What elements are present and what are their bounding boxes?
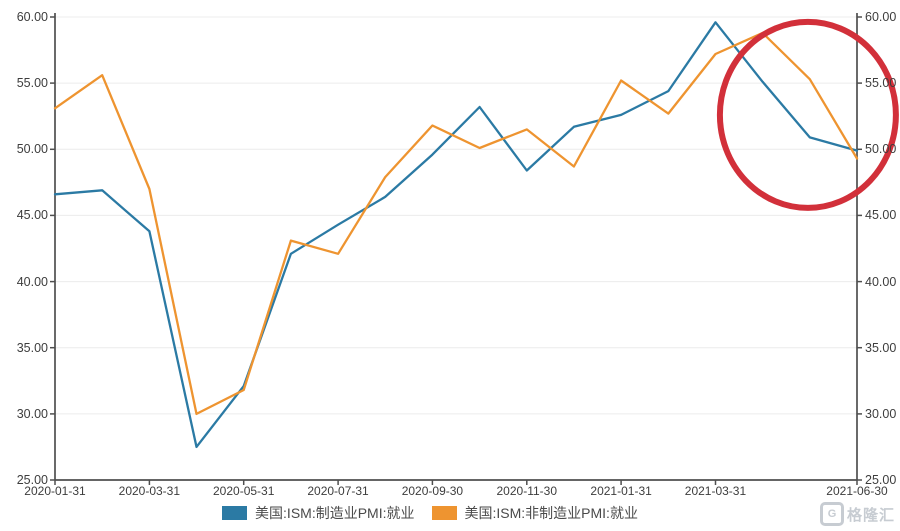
y-axis-tick-label-right: 45.00 (865, 208, 897, 223)
watermark-text: 格隆汇 (846, 506, 895, 524)
series-line-1 (53, 31, 859, 416)
watermark-gelonghui: G 格隆汇 (819, 502, 895, 526)
x-axis-tick-label: 2020-07-31 (307, 484, 369, 498)
y-axis-tick-label-right: 50.00 (865, 142, 897, 157)
series-line-0 (53, 21, 859, 449)
y-axis-tick-label-left: 55.00 (16, 76, 48, 91)
legend-swatch-non-manufacturing-icon (431, 506, 457, 520)
x-axis-tick-label: 2020-01-31 (24, 484, 86, 498)
y-axis-tick-label-right: 35.00 (865, 340, 897, 355)
y-axis-tick-label-right: 30.00 (865, 406, 897, 421)
y-axis-tick-label-left: 60.00 (16, 10, 48, 24)
y-axis-tick-label-left: 25.00 (16, 473, 48, 487)
x-axis-tick-label: 2020-05-31 (213, 484, 275, 498)
x-axis-tick-label: 2021-01-31 (590, 484, 652, 498)
x-axis-tick-label: 2021-06-30 (826, 484, 888, 498)
legend-label-non-manufacturing: 美国:ISM:非制造业PMI:就业 (464, 505, 638, 521)
legend-swatch-manufacturing-icon (222, 506, 248, 520)
x-axis-tick-label: 2020-09-30 (401, 484, 464, 498)
y-axis-tick-label-left: 30.00 (16, 406, 48, 421)
y-axis-tick-label-right: 55.00 (865, 76, 897, 91)
y-axis-tick-label-right: 40.00 (865, 274, 897, 289)
annotation-circle (716, 18, 899, 211)
legend-item-manufacturing: 美国:ISM:制造业PMI:就业 (222, 503, 415, 523)
y-axis-tick-label-left: 45.00 (16, 208, 48, 223)
y-axis-tick-label-left: 50.00 (16, 142, 48, 157)
x-axis-tick-label: 2020-03-31 (118, 484, 181, 498)
y-axis-tick-label-right: 60.00 (865, 10, 897, 24)
y-axis-tick-label-left: 40.00 (16, 274, 48, 289)
legend-label-manufacturing: 美国:ISM:制造业PMI:就业 (255, 505, 415, 521)
x-axis-tick-label: 2020-11-30 (496, 484, 558, 498)
x-axis-tick-label: 2021-03-31 (684, 484, 747, 498)
y-axis-tick-label-right: 25.00 (865, 473, 897, 487)
y-axis-tick-label-left: 35.00 (16, 340, 48, 355)
legend-item-non-manufacturing: 美国:ISM:非制造业PMI:就业 (431, 503, 638, 523)
chart-legend: 美国:ISM:制造业PMI:就业 美国:ISM:非制造业PMI:就业 (0, 503, 860, 523)
gelonghui-logo-icon: G (819, 502, 844, 526)
